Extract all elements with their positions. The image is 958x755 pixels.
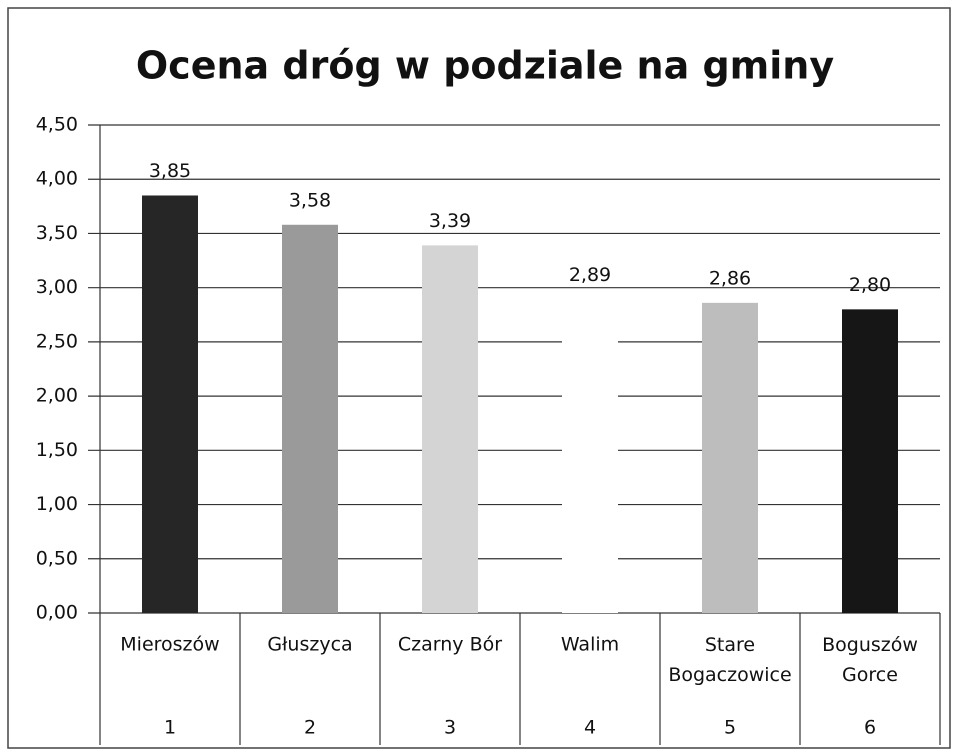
y-tick-label: 2,50 <box>36 330 78 352</box>
y-tick-label: 2,00 <box>36 385 78 407</box>
y-tick-label: 0,50 <box>36 547 78 569</box>
x-tick-number: 2 <box>304 717 316 739</box>
y-tick-label: 1,50 <box>36 439 78 461</box>
value-label: 2,86 <box>709 267 751 289</box>
value-label: 2,89 <box>569 264 611 286</box>
value-label: 3,85 <box>149 160 191 182</box>
x-tick-number: 4 <box>584 717 596 739</box>
bar <box>282 224 338 613</box>
x-tick-label: Stare Bogaczowice <box>668 634 791 686</box>
x-tick-label: Walim <box>561 634 619 656</box>
y-tick-label: 3,50 <box>36 222 78 244</box>
y-tick-label: 3,00 <box>36 276 78 298</box>
value-label: 3,58 <box>289 189 331 211</box>
x-tick-label: Mieroszów <box>120 634 219 656</box>
x-tick-number: 1 <box>164 717 176 739</box>
value-label: 3,39 <box>429 210 471 232</box>
y-tick-label: 0,00 <box>36 602 78 624</box>
x-tick-number: 3 <box>444 717 456 739</box>
value-label: 2,80 <box>849 274 891 296</box>
x-tick-label: Czarny Bór <box>398 634 502 656</box>
bar <box>842 309 898 613</box>
x-tick-label: Głuszyca <box>267 634 352 656</box>
bar <box>562 299 618 613</box>
x-tick-number: 5 <box>724 717 736 739</box>
bar <box>702 302 758 613</box>
chart-title: Ocena dróg w podziale na gminy <box>136 44 834 88</box>
bar <box>422 245 478 613</box>
bar <box>142 195 198 613</box>
x-tick-label: Boguszów Gorce <box>822 634 918 686</box>
x-tick-number: 6 <box>864 717 876 739</box>
y-tick-label: 1,00 <box>36 493 78 515</box>
y-tick-label: 4,50 <box>36 114 78 136</box>
y-tick-label: 4,00 <box>36 168 78 190</box>
